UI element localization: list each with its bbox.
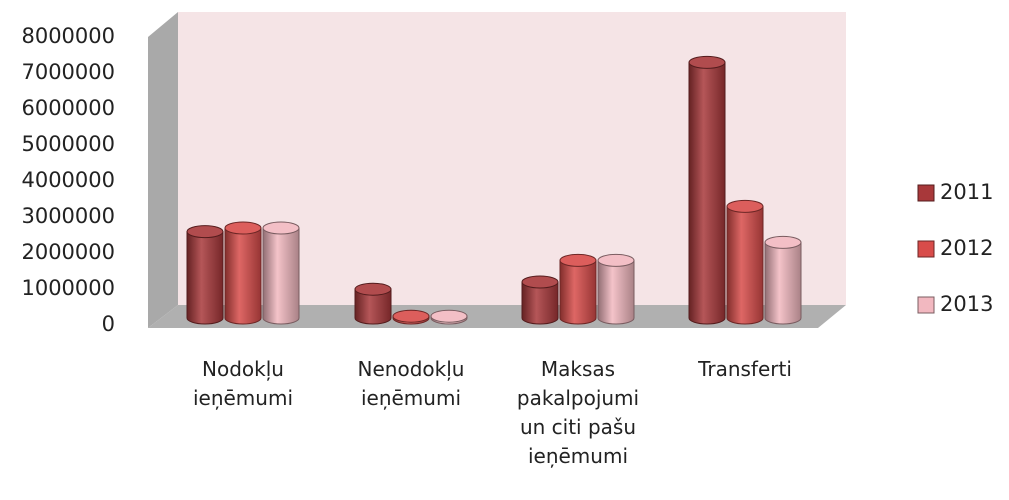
bar [521,275,559,325]
x-tick-label: Nodokļu ieņēmumi [192,357,294,410]
floor [148,305,846,328]
bar-body [521,281,559,325]
legend-swatch [917,296,935,314]
bar [262,221,300,325]
bar-body [354,288,392,325]
back-wall [178,12,846,305]
y-tick-label: 0 [102,312,115,336]
bar [392,309,430,325]
bar [224,221,262,325]
bar-body [726,205,764,325]
y-tick-label: 2000000 [21,240,115,264]
bar-top [430,309,468,323]
y-tick-label: 8000000 [21,24,115,48]
bar [430,309,468,325]
bar-top [186,225,224,239]
legend-label: 2012 [940,236,993,260]
bar-top [726,199,764,213]
bar [559,253,597,325]
legend-label: 2011 [940,180,993,204]
bar [764,235,802,325]
side-wall [148,12,178,328]
y-tick-label: 6000000 [21,96,115,120]
x-tick-label: Transferti [698,357,792,381]
bar-top [392,309,430,323]
bar [186,225,224,325]
bar-top [597,253,635,267]
legend-swatch [917,184,935,202]
x-tick-label: Nenodokļu ieņēmumi [357,357,465,410]
bar [726,199,764,325]
y-tick-label: 5000000 [21,132,115,156]
bar-body [186,231,224,325]
y-tick-label: 3000000 [21,204,115,228]
bar-top [764,235,802,249]
legend-swatch [917,240,935,258]
bar-top [354,282,392,296]
y-tick-label: 1000000 [21,276,115,300]
legend-label: 2013 [940,292,993,316]
bar [354,282,392,325]
bar-body [597,259,635,325]
bar-top [521,275,559,289]
bar [688,55,726,325]
y-tick-label: 7000000 [21,60,115,84]
x-tick-label: Maksas pakalpojumi un citi pašu ieņēmumi [516,357,640,468]
bar-body [559,259,597,325]
bar-top [262,221,300,235]
bar-top [688,55,726,69]
y-tick-label: 4000000 [21,168,115,192]
bar-body [688,61,726,325]
bar [597,253,635,325]
bar-body [764,241,802,325]
bar-top [224,221,262,235]
bar-top [559,253,597,267]
bar-body [224,227,262,325]
bar-body [262,227,300,325]
